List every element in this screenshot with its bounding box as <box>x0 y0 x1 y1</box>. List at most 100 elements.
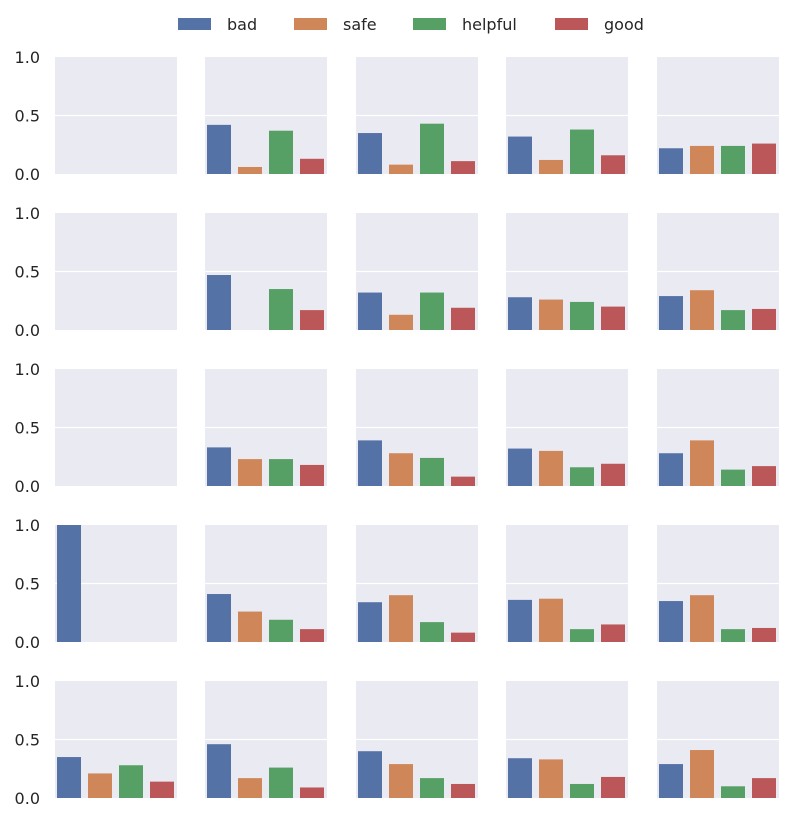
bar-bad <box>358 440 382 486</box>
panel-r1-c3 <box>356 57 478 174</box>
panel-r3-c3 <box>356 369 478 486</box>
bar-bad <box>508 599 532 642</box>
legend-swatch-bad <box>178 18 211 30</box>
bar-safe <box>238 459 262 486</box>
panel-r1-c4 <box>506 57 628 174</box>
bar-helpful <box>570 783 594 798</box>
bar-safe <box>238 778 262 798</box>
bar-helpful <box>570 467 594 486</box>
bar-good <box>300 158 324 174</box>
panel-r2-c1 <box>55 213 177 330</box>
bar-safe <box>539 450 563 486</box>
bar-good <box>752 466 776 486</box>
bar-helpful <box>420 292 444 330</box>
ytick-label-row2: 0.5 <box>15 263 40 282</box>
bar-bad <box>659 296 683 330</box>
panel-r1-c2 <box>205 57 327 174</box>
ytick-label-row5: 0.5 <box>15 731 40 750</box>
bar-good <box>752 308 776 330</box>
bar-bad <box>659 453 683 486</box>
legend-label-safe: safe <box>343 15 377 34</box>
ytick-label-row3: 1.0 <box>15 360 40 379</box>
panel-r4-c3 <box>356 525 478 642</box>
panel-r5-c5 <box>657 681 779 798</box>
bar-bad <box>207 124 231 174</box>
bar-good <box>451 632 475 642</box>
bar-good <box>451 161 475 174</box>
legend-swatch-good <box>555 18 588 30</box>
bar-bad <box>207 594 231 642</box>
bar-good <box>300 310 324 330</box>
bar-good <box>752 143 776 174</box>
bar-bad <box>57 757 81 798</box>
bar-bad <box>508 448 532 486</box>
ytick-label-row3: 0.0 <box>15 477 40 496</box>
legend-item-good: good <box>555 15 644 34</box>
bar-good <box>300 464 324 486</box>
bar-safe <box>238 611 262 642</box>
bar-safe <box>389 595 413 642</box>
panel-r5-c1 <box>55 681 177 798</box>
bar-helpful <box>269 289 293 330</box>
legend: bad safe helpful good <box>178 15 644 34</box>
bar-good <box>601 306 625 330</box>
bar-safe <box>690 750 714 798</box>
bar-helpful <box>721 629 745 642</box>
panel-r2-c5 <box>657 213 779 330</box>
bar-bad <box>358 751 382 798</box>
bar-good <box>601 463 625 486</box>
panel-r4-c1 <box>55 525 177 642</box>
ytick-label-row1: 0.0 <box>15 165 40 184</box>
legend-item-safe: safe <box>294 15 377 34</box>
ytick-label-row5: 0.0 <box>15 789 40 808</box>
bar-bad <box>207 275 231 330</box>
bar-safe <box>690 440 714 486</box>
ytick-label-row2: 1.0 <box>15 204 40 223</box>
bar-helpful <box>721 469 745 486</box>
bar-bad <box>659 601 683 642</box>
bar-safe <box>238 166 262 174</box>
bar-safe <box>389 764 413 798</box>
panel-r1-c1 <box>55 57 177 174</box>
panel-r2-c2 <box>205 213 327 330</box>
panel-r4-c4 <box>506 525 628 642</box>
panel-grid: 0.0 0.5 1.0 0.0 0.5 1.0 0.0 0.5 1.0 0.0 0.5 1.0 0.0 0… <box>15 48 779 808</box>
bar-helpful <box>420 778 444 798</box>
bar-safe <box>88 773 112 798</box>
bar-good <box>451 307 475 330</box>
ytick-label-row5: 1.0 <box>15 672 40 691</box>
legend-label-helpful: helpful <box>462 15 517 34</box>
bar-helpful <box>721 310 745 330</box>
panel-r2-c3 <box>356 213 478 330</box>
legend-swatch-safe <box>294 18 327 30</box>
panel-r5-c3 <box>356 681 478 798</box>
bar-helpful <box>420 622 444 642</box>
bar-good <box>601 155 625 174</box>
panel-r1-c5 <box>657 57 779 174</box>
bar-bad <box>508 297 532 330</box>
ytick-label-row4: 1.0 <box>15 516 40 535</box>
bar-helpful <box>420 457 444 486</box>
legend-item-bad: bad <box>178 15 257 34</box>
bar-bad <box>659 764 683 798</box>
bar-bad <box>508 136 532 174</box>
bar-safe <box>690 290 714 330</box>
ytick-label-row1: 1.0 <box>15 48 40 67</box>
bar-helpful <box>269 459 293 486</box>
bar-bad <box>358 602 382 642</box>
bar-helpful <box>269 767 293 798</box>
bar-good <box>752 627 776 642</box>
panel-r3-c5 <box>657 369 779 486</box>
bar-bad <box>659 148 683 174</box>
ytick-label-row3: 0.5 <box>15 419 40 438</box>
legend-swatch-helpful <box>413 18 446 30</box>
bar-helpful <box>721 145 745 174</box>
panel-r4-c2 <box>205 525 327 642</box>
bar-safe <box>389 164 413 174</box>
bar-helpful <box>721 786 745 798</box>
ytick-label-row2: 0.0 <box>15 321 40 340</box>
legend-label-good: good <box>604 15 644 34</box>
bar-safe <box>690 145 714 174</box>
bar-helpful <box>570 129 594 174</box>
